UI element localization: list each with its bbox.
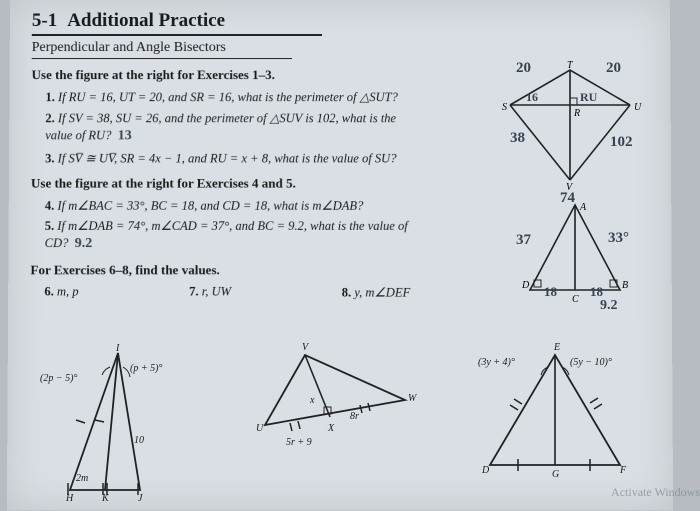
fig2-ann-37: 37: [516, 232, 531, 249]
q1-num: 1.: [45, 90, 54, 104]
fig8-re: (5y − 10)°: [570, 357, 612, 368]
fig7-U: U: [256, 423, 263, 434]
question-5: 5. If m∠DAB = 74°, m∠CAD = 37°, and BC =…: [45, 218, 427, 254]
fig7-8r: 8r: [350, 411, 359, 422]
figure-8: E D F G (3y + 4)° (5y − 10)°: [470, 345, 660, 485]
fig1-ann-20l: 20: [516, 60, 531, 77]
fig2-ann-18l: 18: [544, 284, 557, 300]
fig6-10: 10: [134, 435, 144, 446]
fig1-U: U: [634, 102, 642, 113]
question-1: 1. If RU = 16, UT = 20, and SR = 16, wha…: [45, 89, 426, 106]
fig2-B: B: [622, 280, 628, 291]
q3-num: 3.: [45, 151, 54, 165]
ex6-num: 6.: [44, 285, 54, 299]
fig2-A: A: [579, 202, 587, 213]
figure-1: S T U R V 20 20 16 RU 38 102: [490, 60, 660, 190]
fig6-J: J: [138, 493, 142, 504]
fig7-V: V: [302, 342, 308, 353]
q4-num: 4.: [45, 198, 54, 212]
ex8-num: 8.: [342, 286, 351, 300]
fig7-5r9: 5r + 9: [286, 437, 312, 448]
fig2-D: D: [521, 280, 530, 291]
figure-6: (2p − 5)° (p + 5)° 10 2m H K J I: [40, 345, 200, 505]
header-rule: [32, 34, 322, 36]
fig2-ann-33: 33°: [608, 230, 629, 247]
header-rule2: [32, 58, 292, 59]
fig8-le: (3y + 4)°: [478, 357, 515, 368]
fig1-V: V: [566, 182, 574, 190]
q5-body: If m∠DAB = 74°, m∠CAD = 37°, and BC = 9.…: [45, 219, 408, 250]
q4-body: If m∠BAC = 33°, BC = 18, and CD = 18, wh…: [57, 198, 363, 212]
q2-body: If SV = 38, SU = 26, and the perimeter o…: [45, 111, 396, 142]
figure-7: V U W X x 8r 5r + 9: [250, 345, 430, 465]
q5-handwriting: 9.2: [75, 236, 93, 251]
ex8-lbl: y, m∠DEF: [354, 286, 410, 300]
fig8-G: G: [552, 469, 559, 480]
question-3: 3. If SV̅ ≅ UV̅, SR = 4x − 1, and RU = x…: [45, 150, 426, 167]
fig2-ann-92: 9.2: [600, 298, 618, 314]
fig8-D: D: [482, 465, 489, 476]
fig1-ann-20r: 20: [606, 60, 621, 77]
fig7-x: x: [310, 395, 314, 406]
figure-2: A D C B 74 37 33° 18 18 9.2: [500, 200, 670, 320]
header-subtitle: Perpendicular and Angle Bisectors: [32, 40, 653, 56]
fig1-ann-38: 38: [510, 130, 525, 147]
fig6-lp: (2p − 5)°: [40, 373, 77, 384]
fig1-R: R: [573, 108, 580, 119]
q2-num: 2.: [45, 111, 54, 125]
fig8-F: F: [620, 465, 626, 476]
watermark: Activate Windows: [611, 485, 700, 500]
fig6-I: I: [116, 343, 119, 354]
ex7-num: 7.: [189, 285, 198, 299]
fig7-X: X: [328, 423, 334, 434]
fig1-ann-ru: RU: [580, 90, 597, 105]
q5-num: 5.: [45, 219, 54, 233]
fig2-C: C: [572, 294, 579, 305]
fig1-ann-16: 16: [526, 90, 538, 105]
fig1-T: T: [567, 60, 574, 71]
header-title: Additional Practice: [67, 10, 225, 32]
question-4: 4. If m∠BAC = 33°, BC = 18, and CD = 18,…: [45, 197, 427, 214]
fig8-E: E: [554, 342, 560, 353]
q1-body: If RU = 16, UT = 20, and SR = 16, what i…: [58, 90, 398, 104]
fig6-rp: (p + 5)°: [130, 363, 162, 374]
header-num: 5-1: [32, 10, 57, 32]
q2-handwriting: 13: [118, 128, 132, 143]
fig6-K: K: [102, 493, 109, 504]
fig6-H: H: [66, 493, 73, 504]
q3-body: If SV̅ ≅ UV̅, SR = 4x − 1, and RU = x + …: [58, 151, 397, 165]
question-2: 2. If SV = 38, SU = 26, and the perimete…: [45, 110, 426, 146]
fig2-ann-74: 74: [560, 190, 575, 207]
fig1-ann-102: 102: [610, 134, 633, 151]
fig6-2m: 2m: [76, 473, 88, 484]
ex7-lbl: r, UW: [202, 285, 231, 299]
fig1-S: S: [502, 102, 507, 113]
fig7-W: W: [408, 393, 416, 404]
ex6-lbl: m, p: [57, 285, 79, 299]
